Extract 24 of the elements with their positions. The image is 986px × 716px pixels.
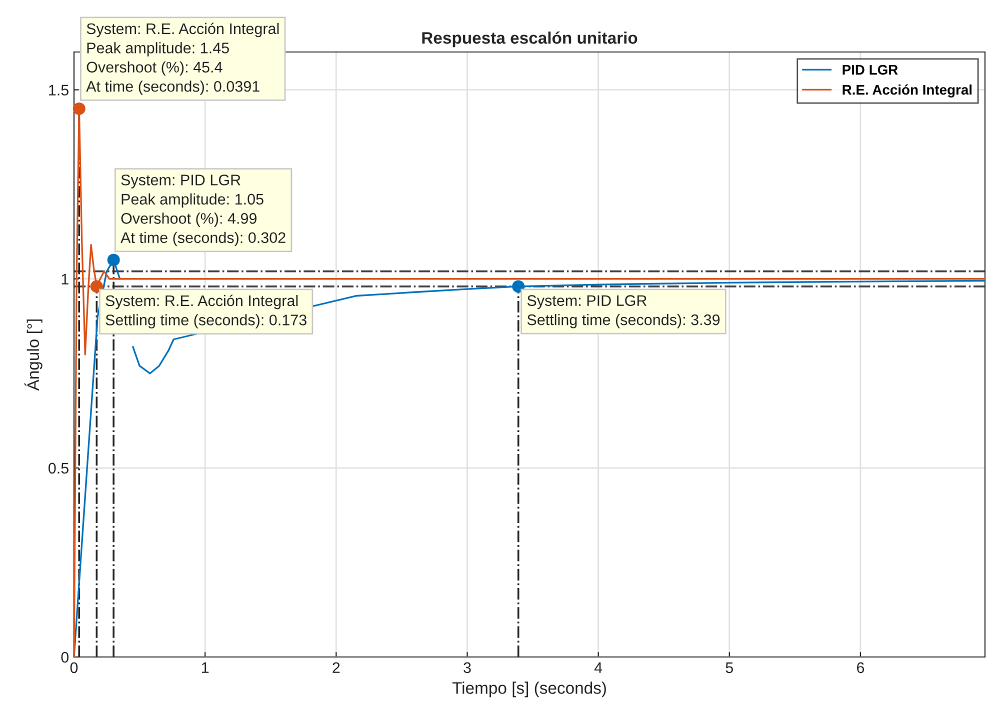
annotation: System: PID LGR Settling time (seconds): 3.39 xyxy=(527,295,720,328)
y-tick-label: 0 xyxy=(61,652,69,663)
y-tick-label: 0.5 xyxy=(48,462,68,474)
x-axis-title: Tiempo [s] (seconds) xyxy=(452,682,606,698)
legend-label: R.E. Acción Integral xyxy=(842,84,972,98)
point xyxy=(512,280,525,293)
y-tick-label: 1.5 xyxy=(49,84,68,96)
chart-title: Respuesta escalón unitario xyxy=(422,31,638,48)
x-tick-label: 4 xyxy=(594,662,602,673)
y-axis-title: Ángulo [°] xyxy=(24,319,42,391)
y-tick-label: 1 xyxy=(62,274,68,284)
x-tick-label: 2 xyxy=(332,662,340,673)
annotation: System: R.E. Acción Integral Peak amplitude: 1.45 Overshoot (%): 45.4 At time (seconds): 0.0391 xyxy=(86,22,279,95)
annotation: System: R.E. Acción Integral Settling time (seconds): 0.173 xyxy=(106,294,306,328)
x-tick-label: 5 xyxy=(726,662,734,674)
legend-label: PID LGR xyxy=(842,64,898,75)
annotation: System: PID LGR Peak amplitude: 1.05 Overshoot (%): 4.99 At time (seconds): 0.302 xyxy=(120,174,286,246)
point xyxy=(72,102,86,115)
x-tick-label: 6 xyxy=(857,662,864,674)
x-tick-label: 1 xyxy=(202,662,209,673)
x-tick-label: 3 xyxy=(464,662,471,674)
point xyxy=(107,254,120,266)
x-tick-label: 0 xyxy=(70,662,78,674)
point xyxy=(90,280,103,293)
